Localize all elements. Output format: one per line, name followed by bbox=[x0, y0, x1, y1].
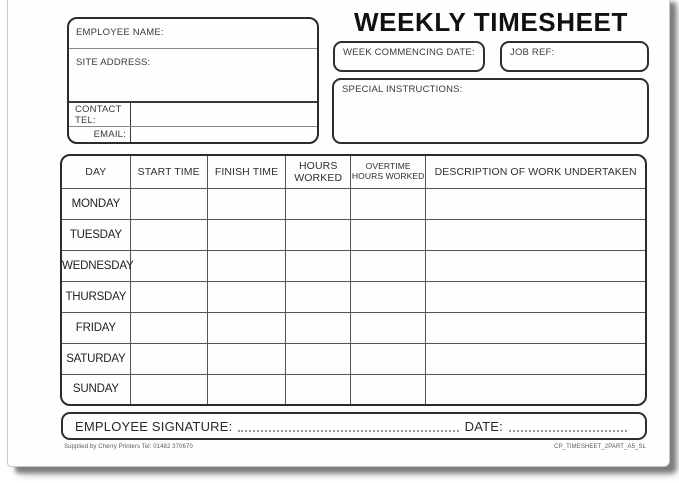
hours-worked-cell[interactable] bbox=[285, 218, 352, 251]
contact-tel-row: CONTACT TEL: bbox=[69, 103, 317, 127]
start-time-cell[interactable] bbox=[129, 311, 208, 344]
start-time-cell[interactable] bbox=[129, 218, 208, 251]
page-title: WEEKLY TIMESHEET bbox=[354, 7, 628, 37]
description-cell[interactable] bbox=[425, 373, 645, 404]
overtime-hours-cell[interactable] bbox=[350, 311, 427, 344]
site-address-field[interactable]: SITE ADDRESS: bbox=[69, 49, 317, 103]
form-code: CP_TIMESHEET_2PART_A5_SL bbox=[554, 444, 646, 450]
description-cell[interactable] bbox=[425, 218, 645, 251]
hours-worked-cell[interactable] bbox=[285, 187, 352, 220]
day-label: MONDAY bbox=[62, 187, 131, 220]
email-row: EMAIL: bbox=[69, 127, 317, 142]
signature-box: EMPLOYEE SIGNATURE: DATE: bbox=[61, 412, 647, 440]
printer-credit: Supplied by Cherry Printers Tel: 01482 3… bbox=[64, 444, 193, 450]
table-row-saturday: SATURDAY bbox=[62, 342, 645, 375]
overtime-hours-cell[interactable] bbox=[350, 218, 427, 251]
finish-time-cell[interactable] bbox=[206, 342, 287, 375]
day-label: SUNDAY bbox=[62, 373, 131, 404]
email-label-cell: EMAIL: bbox=[69, 127, 131, 142]
employee-name-label: EMPLOYEE NAME: bbox=[76, 27, 164, 38]
table-row-thursday: THURSDAY bbox=[62, 280, 645, 313]
finish-time-cell[interactable] bbox=[206, 187, 287, 220]
finish-time-cell[interactable] bbox=[206, 249, 287, 282]
description-cell[interactable] bbox=[425, 311, 645, 344]
special-instructions-field[interactable]: SPECIAL INSTRUCTIONS: bbox=[332, 78, 649, 144]
date-label: DATE: bbox=[464, 419, 503, 434]
contact-tel-label-cell: CONTACT TEL: bbox=[69, 103, 131, 126]
col-header-finish-time: FINISH TIME bbox=[206, 156, 287, 189]
email-label: EMAIL: bbox=[93, 129, 126, 140]
start-time-cell[interactable] bbox=[129, 187, 208, 220]
hours-worked-cell[interactable] bbox=[285, 342, 352, 375]
employee-info-box: EMPLOYEE NAME: SITE ADDRESS: CONTACT TEL… bbox=[67, 17, 319, 144]
overtime-hours-cell[interactable] bbox=[350, 342, 427, 375]
employee-name-field[interactable]: EMPLOYEE NAME: bbox=[69, 19, 317, 49]
overtime-hours-cell[interactable] bbox=[350, 249, 427, 282]
description-cell[interactable] bbox=[425, 249, 645, 282]
start-time-cell[interactable] bbox=[129, 342, 208, 375]
description-cell[interactable] bbox=[425, 187, 645, 220]
day-label: WEDNESDAY bbox=[62, 249, 134, 282]
table-row-friday: FRIDAY bbox=[62, 311, 645, 344]
contact-tel-label: CONTACT TEL: bbox=[75, 103, 122, 126]
table-row-sunday: SUNDAY bbox=[62, 373, 645, 404]
table-row-monday: MONDAY bbox=[62, 187, 645, 220]
job-ref-label: JOB REF: bbox=[510, 47, 555, 58]
contact-tel-field[interactable] bbox=[131, 103, 317, 126]
special-instructions-label: SPECIAL INSTRUCTIONS: bbox=[342, 84, 463, 95]
day-label: TUESDAY bbox=[62, 218, 131, 251]
finish-time-cell[interactable] bbox=[206, 311, 287, 344]
week-commencing-date-label: WEEK COMMENCING DATE: bbox=[343, 47, 475, 58]
site-address-label: SITE ADDRESS: bbox=[76, 57, 151, 68]
date-line[interactable] bbox=[509, 430, 627, 432]
timesheet-table: DAY START TIME FINISH TIME HOURS WORKED … bbox=[60, 154, 647, 406]
overtime-hours-cell[interactable] bbox=[350, 280, 427, 313]
overtime-hours-cell[interactable] bbox=[350, 187, 427, 220]
description-cell[interactable] bbox=[425, 342, 645, 375]
col-header-overtime-hours: OVERTIME HOURS WORKED bbox=[350, 156, 427, 189]
paper-sheet: EMPLOYEE NAME: SITE ADDRESS: CONTACT TEL… bbox=[7, 0, 670, 467]
table-row-wednesday: WEDNESDAY bbox=[62, 249, 645, 282]
hours-worked-cell[interactable] bbox=[285, 249, 352, 282]
start-time-cell[interactable] bbox=[129, 373, 208, 404]
col-header-day: DAY bbox=[62, 156, 131, 189]
table-header-row: DAY START TIME FINISH TIME HOURS WORKED … bbox=[62, 156, 645, 189]
job-ref-field[interactable]: JOB REF: bbox=[500, 41, 649, 72]
hours-worked-cell[interactable] bbox=[285, 280, 352, 313]
day-label: FRIDAY bbox=[62, 311, 131, 344]
week-commencing-date-field[interactable]: WEEK COMMENCING DATE: bbox=[333, 41, 485, 72]
finish-time-cell[interactable] bbox=[206, 373, 287, 404]
signature-line[interactable] bbox=[238, 430, 459, 432]
col-header-description: DESCRIPTION OF WORK UNDERTAKEN bbox=[425, 156, 645, 189]
day-label: SATURDAY bbox=[62, 342, 131, 375]
hours-worked-cell[interactable] bbox=[285, 373, 352, 404]
finish-time-cell[interactable] bbox=[206, 280, 287, 313]
start-time-cell[interactable] bbox=[129, 249, 208, 282]
email-field[interactable] bbox=[131, 127, 317, 142]
start-time-cell[interactable] bbox=[129, 280, 208, 313]
employee-signature-label: EMPLOYEE SIGNATURE: bbox=[75, 419, 233, 434]
finish-time-cell[interactable] bbox=[206, 218, 287, 251]
col-header-start-time: START TIME bbox=[129, 156, 208, 189]
description-cell[interactable] bbox=[425, 280, 645, 313]
table-row-tuesday: TUESDAY bbox=[62, 218, 645, 251]
hours-worked-cell[interactable] bbox=[285, 311, 352, 344]
col-header-hours-worked: HOURS WORKED bbox=[285, 156, 352, 189]
overtime-hours-cell[interactable] bbox=[350, 373, 427, 404]
day-label: THURSDAY bbox=[62, 280, 131, 313]
